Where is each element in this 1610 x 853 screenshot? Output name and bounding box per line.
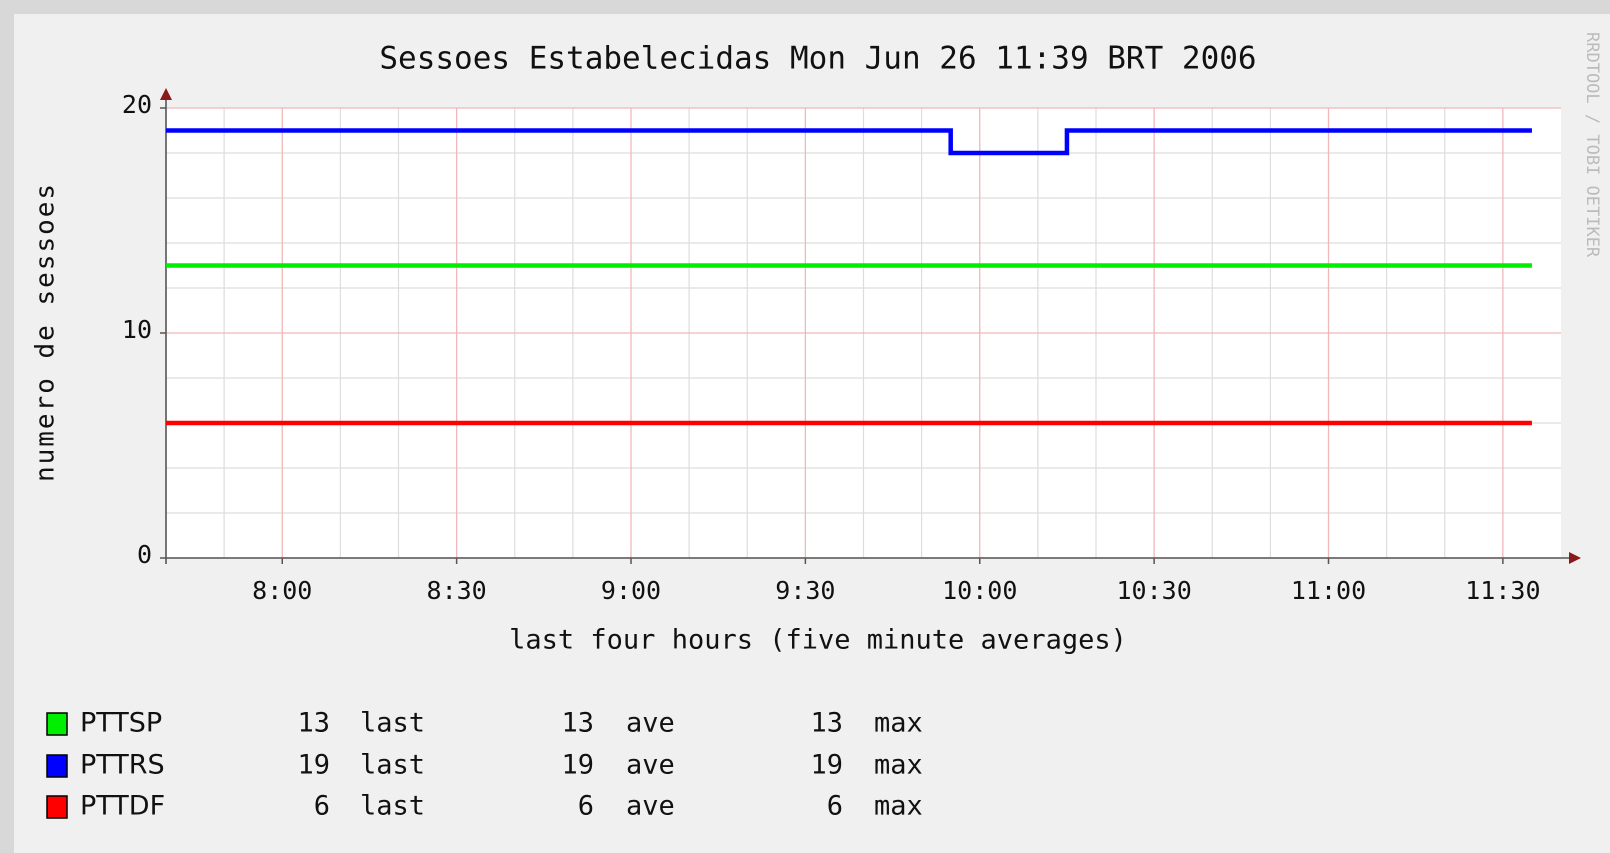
- x-tick-label: 9:00: [601, 576, 661, 605]
- legend-label: PTTSP: [80, 708, 162, 739]
- legend-value: 6: [827, 791, 843, 822]
- x-tick-label: 10:30: [1116, 576, 1191, 605]
- y-tick-label: 20: [122, 90, 152, 119]
- x-tick-label: 9:30: [775, 576, 835, 605]
- x-tick-label: 11:30: [1465, 576, 1540, 605]
- y-tick-label: 0: [137, 540, 152, 569]
- x-tick-label: 10:00: [942, 576, 1017, 605]
- legend-label: PTTDF: [80, 791, 165, 822]
- legend-stat-label: max: [874, 791, 923, 822]
- x-tick-label: 11:00: [1291, 576, 1366, 605]
- legend-value: 6: [314, 791, 330, 822]
- legend-stat-label: last: [360, 750, 425, 781]
- legend-stat-label: max: [874, 750, 923, 781]
- legend-value: 13: [810, 708, 843, 739]
- legend-stat-label: ave: [626, 791, 675, 822]
- legend-stat-label: ave: [626, 708, 675, 739]
- legend-value: 13: [561, 708, 594, 739]
- legend-value: 6: [578, 791, 594, 822]
- legend-label: PTTRS: [80, 750, 165, 781]
- x-tick-label: 8:00: [252, 576, 312, 605]
- legend-swatch: [46, 754, 68, 778]
- legend-stat-label: last: [360, 791, 425, 822]
- legend-swatch: [46, 795, 68, 819]
- legend-swatch: [46, 712, 68, 736]
- legend-stat-label: last: [360, 708, 425, 739]
- legend-value: 19: [297, 750, 330, 781]
- legend-value: 13: [297, 708, 330, 739]
- legend-value: 19: [561, 750, 594, 781]
- watermark: RRDTOOL / TOBI OETIKER: [1582, 32, 1602, 258]
- x-axis-label: last four hours (five minute averages): [509, 625, 1127, 656]
- y-tick-label: 10: [122, 315, 152, 344]
- legend-stat-label: ave: [626, 750, 675, 781]
- chart-title: Sessoes Estabelecidas Mon Jun 26 11:39 B…: [379, 41, 1256, 77]
- legend-stat-label: max: [874, 708, 923, 739]
- y-axis-arrow: [160, 88, 172, 100]
- y-axis-label: numero de sessoes: [31, 182, 61, 482]
- x-tick-label: 8:30: [427, 576, 487, 605]
- legend-value: 19: [810, 750, 843, 781]
- series-line: [166, 128, 1532, 156]
- x-axis-arrow: [1569, 552, 1581, 564]
